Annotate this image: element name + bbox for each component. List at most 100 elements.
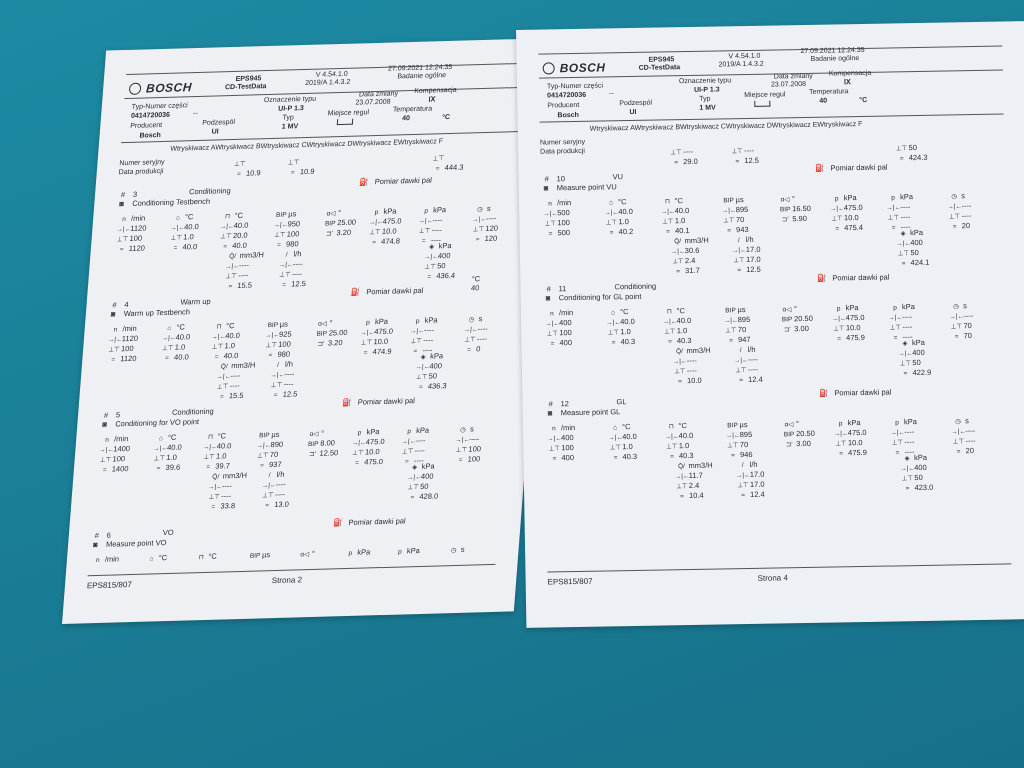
temp-2: ⊓ °C →|←40.0 ⊥⊤20.0 = 40.0 — [218, 210, 259, 251]
return-flow-icon: / — [739, 347, 742, 355]
fuel-measure-icon: ⛽ — [332, 518, 343, 528]
time-row: = 0 — [462, 344, 501, 355]
temp-1-unit: °C — [621, 422, 631, 432]
temp-1-value: 40.3 — [622, 451, 638, 462]
quantity-icon: Q̄/ — [228, 252, 237, 261]
tolerance-icon: ⊥⊤ — [887, 214, 900, 222]
angle: α◁ ° — [297, 549, 315, 560]
actual-value-icon: = — [276, 241, 282, 249]
temp-2-unit: °C — [225, 321, 235, 331]
ambient-temp-value: 40 — [470, 283, 480, 293]
step-title: Measure point VO — [105, 538, 167, 549]
bip-unit: µs — [737, 305, 746, 315]
header-rule — [538, 69, 1003, 79]
quantity-row: ⊥⊤---- — [673, 366, 711, 377]
rail-pressure: p kPa — [343, 547, 370, 558]
angle-header: α◁ ° — [778, 194, 816, 205]
set-value-icon: →|← — [604, 209, 620, 217]
angle-unit: ° — [320, 428, 325, 438]
pressure-unit: kPa — [910, 227, 924, 238]
angle-value: 5.90 — [792, 213, 808, 224]
angle-row: ⊐' 5.90 — [778, 214, 816, 225]
oil-temp-icon: ⌂ — [158, 435, 164, 443]
temp-1-row: = 40.0 — [160, 352, 199, 363]
tolerance-icon: ⊥⊤ — [835, 440, 847, 448]
temp-1-value: 40.0 — [620, 316, 635, 327]
speed-value: 1120 — [128, 243, 146, 253]
speed: n/min →|←400 ⊥⊤100 = 400 — [547, 423, 586, 464]
pressure-row: = 436.4 — [422, 271, 461, 282]
time: ◷ s →|←---- ⊥⊤70 = 70 — [949, 301, 988, 342]
bip-row: →|←895 — [724, 315, 762, 326]
time: ◷ s →|←---- ⊥⊤---- = 20 — [951, 416, 990, 457]
tolerance-icon: ⊥⊤ — [216, 383, 229, 391]
test-type: Badanie ogólne — [397, 72, 447, 81]
pressure-value: 400 — [437, 250, 451, 261]
typ-value: 1 MV — [699, 104, 716, 112]
time-value: 120 — [484, 233, 498, 244]
set-value-icon: →|← — [423, 253, 439, 261]
temp-1-value: 40.0 — [622, 431, 637, 442]
return-pressure-header: p kPa — [888, 302, 926, 313]
bip-unit: µs — [739, 420, 748, 430]
return-pressure: p kPa →|←---- ⊥⊤---- = ---- — [890, 417, 929, 458]
temp-1-unit: °C — [167, 432, 177, 442]
temp-1-row: = 40.0 — [168, 242, 207, 253]
pressure-value: 50 — [912, 357, 921, 368]
carry-value: ---- — [744, 145, 755, 156]
actual-value-icon: = — [737, 267, 742, 275]
angle-unit: ° — [795, 419, 799, 429]
rail-pressure-row: →|←475.0 — [832, 313, 870, 324]
tolerance-icon: ⊥⊤ — [607, 329, 620, 337]
step-number: 10 — [556, 174, 566, 184]
set-value-icon: →|← — [896, 240, 912, 248]
flow-row: ⊥⊤17.0 — [732, 255, 770, 266]
bip-icon: BIP — [781, 316, 793, 324]
return-pressure-value: ---- — [415, 435, 426, 446]
temp-2-value: 1.0 — [676, 326, 688, 336]
flow-value: 17.0 — [749, 469, 765, 479]
tolerance-icon: ⊥⊤ — [737, 482, 749, 490]
actual-value-icon: = — [548, 230, 553, 238]
temp-2: ⊓ °C →|←40.0 ⊥⊤1.0 = 40.3 — [662, 306, 701, 347]
flow-row: = 12.5 — [268, 389, 307, 400]
set-value-icon: →|← — [662, 318, 678, 326]
set-value-icon: →|← — [454, 436, 471, 444]
set-value-icon: →|← — [733, 356, 749, 365]
tolerance-icon: ⊥⊤ — [544, 220, 557, 228]
oil-temp-icon: ⌂ — [167, 324, 172, 332]
bip-icon: BIP — [258, 432, 270, 440]
actual-value-icon: = — [410, 494, 415, 502]
carry-value: ---- — [682, 146, 694, 157]
temp-2-value: 1.0 — [215, 451, 227, 461]
time-header: ◷ s — [947, 191, 985, 202]
tolerance-icon: ⊥⊤ — [360, 339, 373, 347]
set-value-icon: →|← — [660, 208, 676, 216]
step-mode: GL — [616, 397, 627, 407]
time-row: →|←---- — [951, 426, 989, 437]
flow: / l/h →|←---- ⊥⊤---- = 12.4 — [734, 345, 773, 386]
flow-value: ---- — [747, 354, 758, 365]
flow-value: ---- — [275, 479, 287, 489]
bip-row: ⊥⊤70 — [724, 325, 762, 336]
actual-value-icon: = — [119, 246, 124, 254]
speed-unit: /min — [130, 213, 146, 223]
temp-2-header: ⊓ °C — [660, 196, 698, 207]
pressure-row: = 424.1 — [897, 258, 935, 269]
speed-icon: n — [113, 326, 118, 334]
speed-row: ⊥⊤100 — [545, 328, 583, 339]
bip-icon: BIP — [779, 206, 791, 214]
quantity-header: Q̄/mm3/H — [672, 346, 711, 357]
quantity-row: = 15.5 — [223, 280, 262, 291]
actual-value-icon: = — [371, 239, 377, 247]
rail-pressure-row: = 475.9 — [832, 333, 870, 344]
tolerance-icon: ⊥⊤ — [901, 475, 914, 483]
tolerance-icon: ⊥⊤ — [368, 228, 381, 237]
step-mode: Conditioning — [188, 186, 232, 197]
carry-value: 12.5 — [744, 155, 759, 166]
temp-1-value: 39.6 — [165, 462, 181, 473]
angle-header: α◁ ° — [780, 304, 818, 315]
carry-value: 444.3 — [444, 162, 464, 173]
flow-unit: l/h — [745, 234, 754, 245]
step-mode: Conditioning — [171, 406, 215, 417]
